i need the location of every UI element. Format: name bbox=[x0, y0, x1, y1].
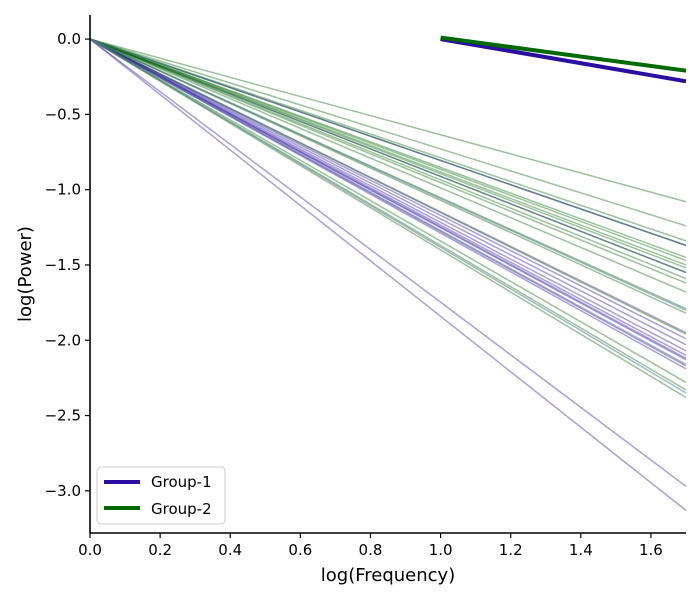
group-1-line-1 bbox=[89, 38, 687, 512]
group-2-line-9 bbox=[89, 38, 687, 274]
y-tick-label: −2.5 bbox=[45, 407, 81, 425]
x-tick-label: 0.6 bbox=[288, 541, 312, 559]
x-axis-ticks: 0.0 0.2 0.4 0.6 0.8 1.0 1.2 1.4 1.6 bbox=[78, 533, 663, 559]
group-1-line-10 bbox=[89, 38, 687, 274]
group-1-line-13 bbox=[89, 38, 687, 359]
x-tick-label: 1.6 bbox=[639, 541, 663, 559]
group-1-line-7 bbox=[89, 38, 687, 346]
x-tick-label: 0.4 bbox=[218, 541, 242, 559]
group-2-line-6 bbox=[89, 38, 687, 262]
group-2-line-10 bbox=[89, 38, 687, 280]
group-1-line-9 bbox=[89, 38, 687, 334]
group-1-line-6 bbox=[89, 38, 687, 352]
y-axis-ticks: 0.0 −0.5 −1.0 −1.5 −2.0 −2.5 −3.0 bbox=[45, 30, 90, 500]
x-tick-label: 1.0 bbox=[429, 541, 453, 559]
group-2-line-8 bbox=[89, 38, 687, 269]
group-1-line-5 bbox=[89, 38, 687, 356]
group-2-line-7 bbox=[89, 38, 687, 266]
group-2-line-15 bbox=[89, 38, 687, 335]
overlap-line-3 bbox=[89, 38, 687, 366]
x-tick-label: 0.2 bbox=[148, 541, 172, 559]
legend-label-group-1: Group-1 bbox=[151, 473, 212, 491]
group-2-line-5 bbox=[89, 38, 687, 259]
legend: Group-1 Group-2 bbox=[96, 466, 226, 525]
x-tick-label: 1.4 bbox=[569, 541, 593, 559]
overlap-line-4 bbox=[89, 38, 687, 394]
x-axis-label: log(Frequency) bbox=[321, 565, 455, 586]
group-2-line-1 bbox=[89, 38, 687, 203]
y-tick-label: −2.0 bbox=[45, 331, 81, 349]
y-tick-label: −0.5 bbox=[45, 105, 81, 123]
individual-lines bbox=[89, 38, 687, 512]
group-1-line-8 bbox=[89, 38, 687, 340]
overlap-line-1 bbox=[89, 38, 687, 247]
x-tick-label: 0.0 bbox=[78, 541, 102, 559]
y-axis-label: log(Power) bbox=[15, 226, 36, 322]
group-fit-lines bbox=[440, 35, 687, 84]
group-2-line-11 bbox=[89, 38, 687, 284]
group-1-fit-line bbox=[440, 37, 687, 84]
group-2-line-12 bbox=[89, 38, 687, 293]
overlap-line-2 bbox=[89, 38, 687, 311]
group-2-line-2 bbox=[89, 38, 687, 227]
x-tick-label: 0.8 bbox=[359, 541, 383, 559]
y-tick-label: −3.0 bbox=[45, 482, 81, 500]
y-tick-label: −1.5 bbox=[45, 256, 81, 274]
legend-label-group-2: Group-2 bbox=[151, 500, 212, 518]
group-2-line-16 bbox=[89, 38, 687, 384]
group-1-line-2 bbox=[89, 38, 687, 487]
x-tick-label: 1.2 bbox=[499, 541, 523, 559]
y-tick-label: 0.0 bbox=[57, 30, 81, 48]
y-tick-label: −1.0 bbox=[45, 181, 81, 199]
group-2-fit-line bbox=[440, 35, 687, 73]
